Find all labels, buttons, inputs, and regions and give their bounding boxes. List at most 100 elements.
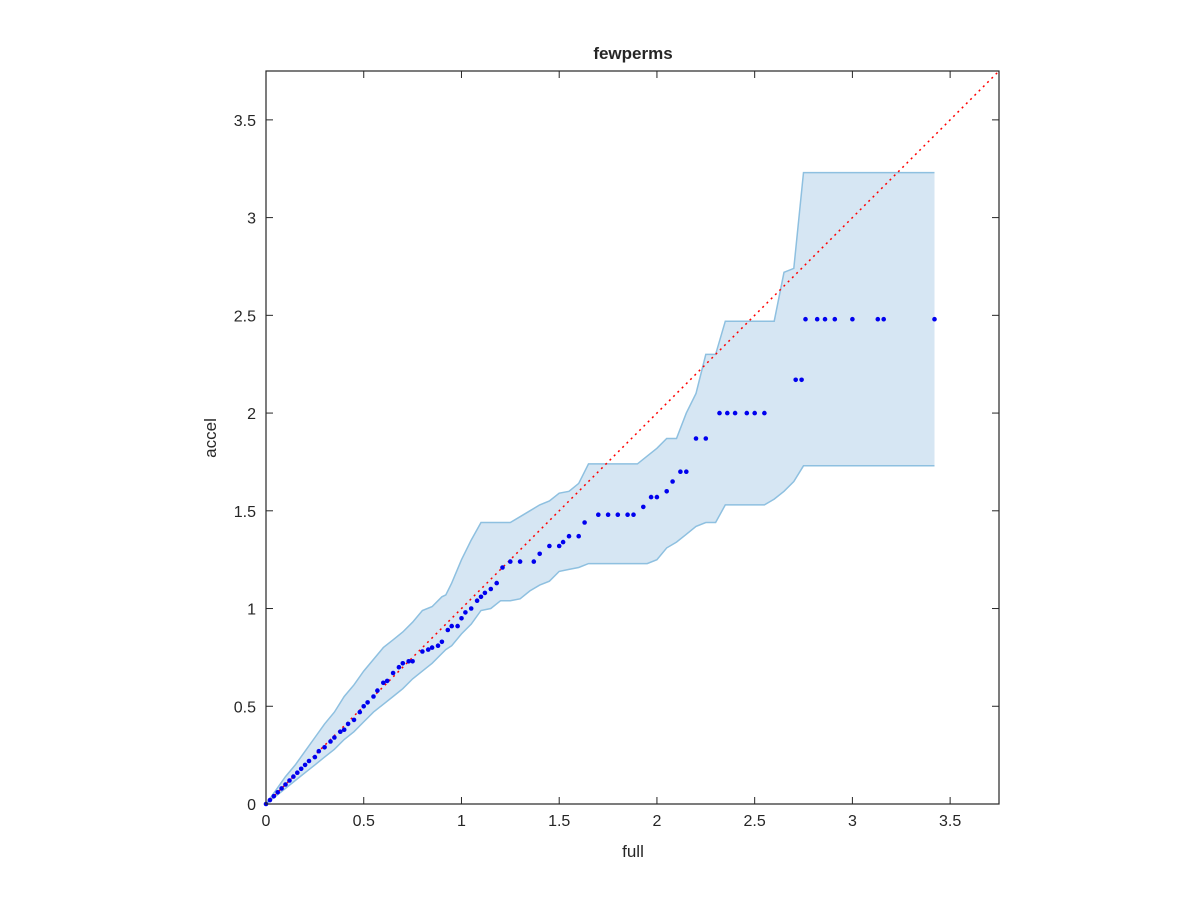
y-tick-label: 3.5 bbox=[234, 113, 256, 130]
data-point bbox=[517, 559, 523, 564]
data-point bbox=[744, 410, 750, 416]
data-point bbox=[410, 659, 415, 664]
data-point bbox=[932, 316, 937, 322]
data-point bbox=[725, 410, 730, 416]
x-tick-label: 2.5 bbox=[744, 813, 766, 830]
data-point bbox=[338, 729, 343, 734]
x-tick-label: 3 bbox=[848, 813, 857, 830]
data-point bbox=[287, 778, 292, 783]
data-point bbox=[322, 745, 327, 750]
data-point bbox=[468, 606, 474, 611]
band-upper-edge bbox=[265, 171, 935, 805]
data-point bbox=[298, 766, 304, 772]
data-point bbox=[732, 410, 738, 416]
data-point bbox=[537, 551, 542, 557]
data-point bbox=[478, 594, 484, 600]
data-point bbox=[799, 377, 804, 383]
data-point bbox=[670, 479, 675, 484]
data-points bbox=[263, 316, 937, 807]
data-point bbox=[371, 694, 376, 699]
x-axis-ticks: 0 0.5 1 1.5 2 2.5 3 3.5 bbox=[262, 71, 961, 830]
data-point bbox=[302, 762, 308, 768]
data-point bbox=[312, 754, 318, 760]
y-tick-label: 0.5 bbox=[234, 699, 256, 716]
data-point bbox=[793, 377, 798, 383]
data-point bbox=[396, 664, 402, 670]
data-point bbox=[625, 512, 630, 517]
data-point bbox=[455, 623, 460, 629]
data-point bbox=[400, 661, 406, 666]
data-point bbox=[390, 670, 396, 676]
x-tick-label: 2 bbox=[652, 813, 661, 830]
data-point bbox=[345, 721, 351, 727]
data-point bbox=[357, 709, 363, 715]
data-point bbox=[641, 504, 646, 510]
y-tick-label: 3 bbox=[247, 211, 256, 228]
y-tick-label: 1 bbox=[247, 602, 256, 619]
data-point bbox=[406, 659, 412, 664]
y-tick-label: 2 bbox=[247, 406, 256, 423]
data-point bbox=[381, 680, 386, 686]
data-point bbox=[703, 436, 709, 441]
data-point bbox=[295, 770, 300, 775]
x-tick-label: 1.5 bbox=[548, 813, 570, 830]
data-point bbox=[449, 623, 455, 629]
data-point bbox=[875, 316, 881, 322]
data-point bbox=[361, 704, 367, 709]
data-point bbox=[596, 512, 601, 517]
data-point bbox=[482, 590, 488, 596]
data-point bbox=[420, 649, 425, 654]
data-point bbox=[328, 739, 333, 744]
data-point bbox=[693, 436, 699, 441]
data-point bbox=[445, 627, 451, 633]
y-tick-label: 1.5 bbox=[234, 504, 256, 521]
y-axis-label: accel bbox=[201, 418, 220, 458]
y-tick-label: 2.5 bbox=[234, 308, 256, 325]
data-point bbox=[488, 586, 494, 592]
x-tick-label: 0 bbox=[262, 813, 271, 830]
data-point bbox=[316, 748, 322, 754]
data-point bbox=[271, 793, 277, 799]
band-fill bbox=[266, 172, 935, 805]
data-point bbox=[474, 598, 480, 603]
data-point bbox=[684, 469, 689, 475]
data-point bbox=[605, 512, 611, 517]
confidence-band bbox=[265, 171, 935, 805]
data-point bbox=[500, 565, 505, 570]
data-point bbox=[850, 316, 855, 322]
data-point bbox=[556, 543, 562, 549]
data-point bbox=[648, 494, 654, 500]
data-point bbox=[752, 410, 757, 416]
data-point bbox=[306, 758, 312, 764]
data-point bbox=[375, 688, 380, 693]
data-point bbox=[494, 580, 500, 586]
data-point bbox=[439, 639, 445, 645]
data-point bbox=[365, 700, 370, 705]
data-point bbox=[717, 410, 722, 416]
data-point bbox=[822, 316, 828, 322]
data-point bbox=[547, 543, 552, 549]
data-point bbox=[560, 539, 566, 545]
data-point bbox=[814, 316, 820, 322]
data-point bbox=[803, 316, 808, 322]
data-point bbox=[566, 533, 572, 539]
data-point bbox=[832, 316, 838, 322]
data-point bbox=[267, 797, 273, 803]
data-point bbox=[881, 316, 886, 322]
data-point bbox=[351, 717, 357, 723]
data-point bbox=[283, 782, 288, 787]
data-point bbox=[341, 727, 347, 732]
data-point bbox=[384, 678, 390, 684]
data-point bbox=[762, 410, 767, 416]
data-point bbox=[429, 645, 435, 650]
y-axis-ticks: 0 0.5 1 1.5 2 2.5 3 3.5 bbox=[234, 113, 999, 814]
data-point bbox=[654, 494, 660, 500]
data-point bbox=[664, 489, 669, 494]
data-point bbox=[291, 774, 296, 779]
axes-frame bbox=[265, 70, 1000, 805]
band-lower-edge bbox=[265, 465, 935, 805]
x-axis-label: full bbox=[622, 842, 644, 861]
data-point bbox=[615, 512, 621, 517]
data-point bbox=[332, 735, 337, 740]
